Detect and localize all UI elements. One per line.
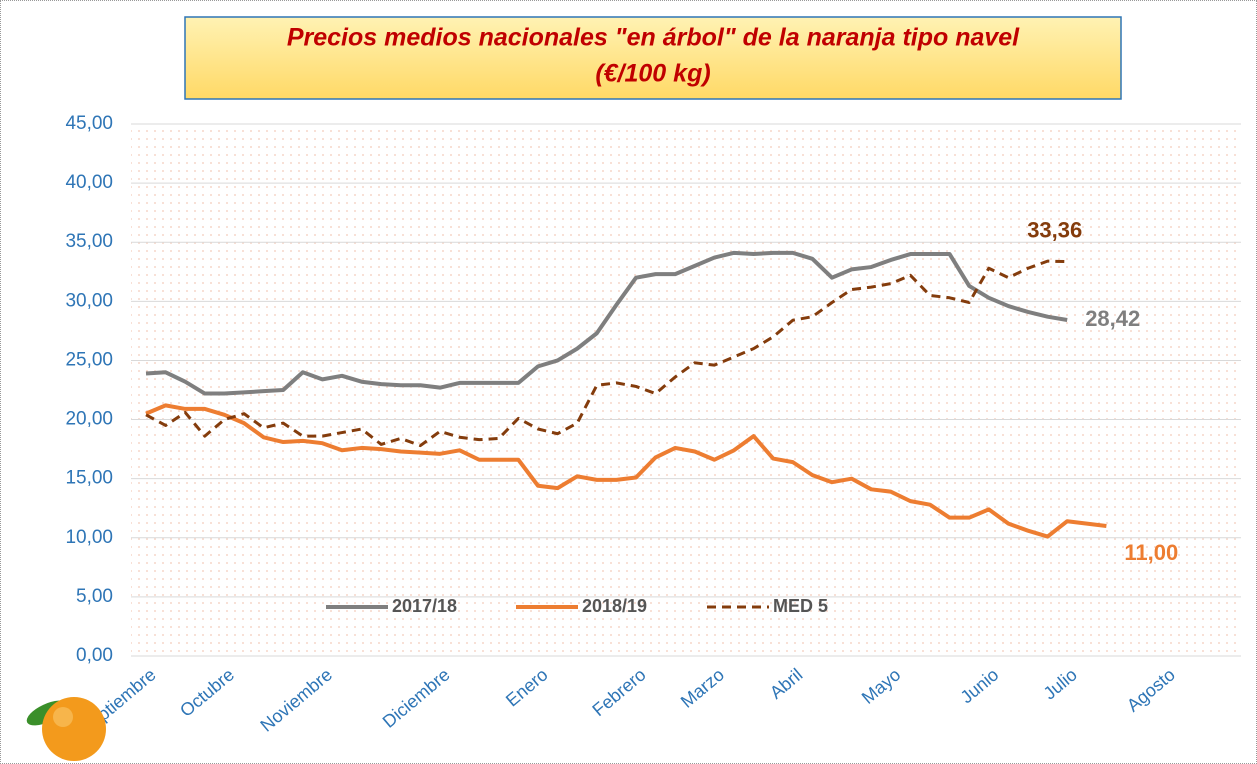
x-tick-label: Diciembre xyxy=(379,664,454,731)
y-tick-label: 10,00 xyxy=(65,527,113,548)
x-tick-label: Julio xyxy=(1040,664,1081,703)
y-tick-label: 40,00 xyxy=(65,172,113,193)
y-tick-label: 20,00 xyxy=(65,409,113,430)
legend-label: 2018/19 xyxy=(582,596,647,616)
x-tick-label: Mayo xyxy=(858,664,905,708)
x-tick-label: Enero xyxy=(502,664,552,710)
x-tick-label: Noviembre xyxy=(256,664,336,735)
x-tick-label: Agosto xyxy=(1123,664,1179,715)
x-tick-label: Marzo xyxy=(677,664,728,711)
chart-subtitle: (€/100 kg) xyxy=(595,60,710,88)
y-tick-label: 5,00 xyxy=(76,586,113,607)
legend-label: 2017/18 xyxy=(392,596,457,616)
data-label: 11,00 xyxy=(1124,540,1178,565)
legend-label: MED 5 xyxy=(773,596,828,616)
x-tick-label: Junio xyxy=(957,664,1003,707)
y-tick-label: 45,00 xyxy=(65,113,113,134)
data-label: 28,42 xyxy=(1085,306,1140,331)
x-tick-label: Abril xyxy=(766,664,806,702)
chart-title: Precios medios nacionales "en árbol" de … xyxy=(287,24,1020,52)
x-tick-label: Febrero xyxy=(588,664,649,720)
page: Precios medios nacionales "en árbol" de … xyxy=(0,0,1257,764)
chart: Precios medios nacionales "en árbol" de … xyxy=(1,1,1256,763)
y-tick-label: 15,00 xyxy=(65,468,113,489)
plot-area xyxy=(131,124,1241,656)
y-tick-label: 0,00 xyxy=(76,645,113,666)
y-tick-label: 25,00 xyxy=(65,349,113,370)
orange-icon xyxy=(23,696,106,761)
y-tick-label: 30,00 xyxy=(65,290,113,311)
y-tick-label: 35,00 xyxy=(65,231,113,252)
x-tick-label: Octubre xyxy=(176,664,238,720)
data-label: 33,36 xyxy=(1027,217,1082,242)
